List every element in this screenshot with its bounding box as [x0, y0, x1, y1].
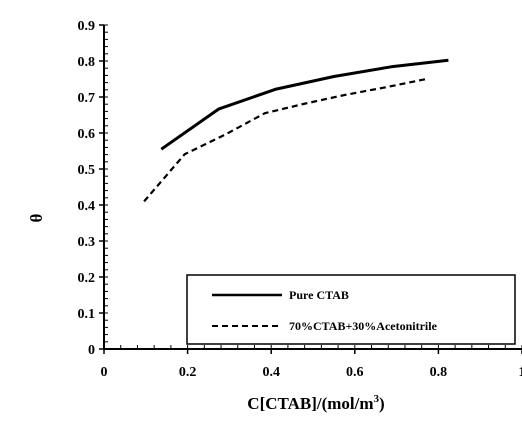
y-tick-label: 0.9 [78, 19, 96, 34]
y-tick-label: 0.7 [78, 91, 96, 106]
x-tick-label: 1 [519, 365, 522, 380]
x-tick-label: 0.6 [346, 365, 364, 380]
y-tick-label: 0.1 [78, 307, 96, 322]
x-tick-label: 0.8 [430, 365, 448, 380]
y-axis-title: θ [27, 213, 46, 222]
y-tick-label: 0.4 [78, 199, 96, 214]
y-tick-label: 0.3 [78, 235, 96, 250]
series-line-ctab-acetonitrile [143, 77, 427, 203]
x-axis-title: C[CTAB]/(mol/m3) [247, 393, 384, 413]
x-tick-label: 0.4 [262, 365, 280, 380]
y-tick-label: 0 [88, 343, 95, 358]
axes [103, 25, 522, 350]
x-tick-label: 0 [101, 365, 108, 380]
x-axis-title-main: C[CTAB]/(mol/m [247, 394, 373, 413]
y-tick-label: 0.6 [78, 127, 96, 142]
tick-marks [99, 24, 522, 354]
legend-label-ctab-acetonitrile: 70%CTAB+30%Acetonitrile [289, 319, 438, 333]
x-axis-title-superscript: 3 [374, 393, 380, 405]
legend: Pure CTAB 70%CTAB+30%Acetonitrile [186, 274, 516, 345]
y-tick-label: 0.8 [78, 55, 96, 70]
x-axis-title-suffix: ) [379, 394, 385, 413]
legend-label-pure-ctab: Pure CTAB [289, 288, 349, 302]
legend-box [186, 274, 516, 345]
tick-labels: 0 0.1 0.2 0.3 0.4 0.5 0.6 0.7 0.8 0.9 0 0.2 0.4 0.6 0.… [78, 19, 522, 380]
series-layer [143, 58, 449, 203]
series-line-pure-ctab [160, 58, 449, 151]
x-tick-label: 0.2 [179, 365, 197, 380]
y-tick-label: 0.5 [78, 163, 96, 178]
y-tick-label: 0.2 [78, 271, 96, 286]
